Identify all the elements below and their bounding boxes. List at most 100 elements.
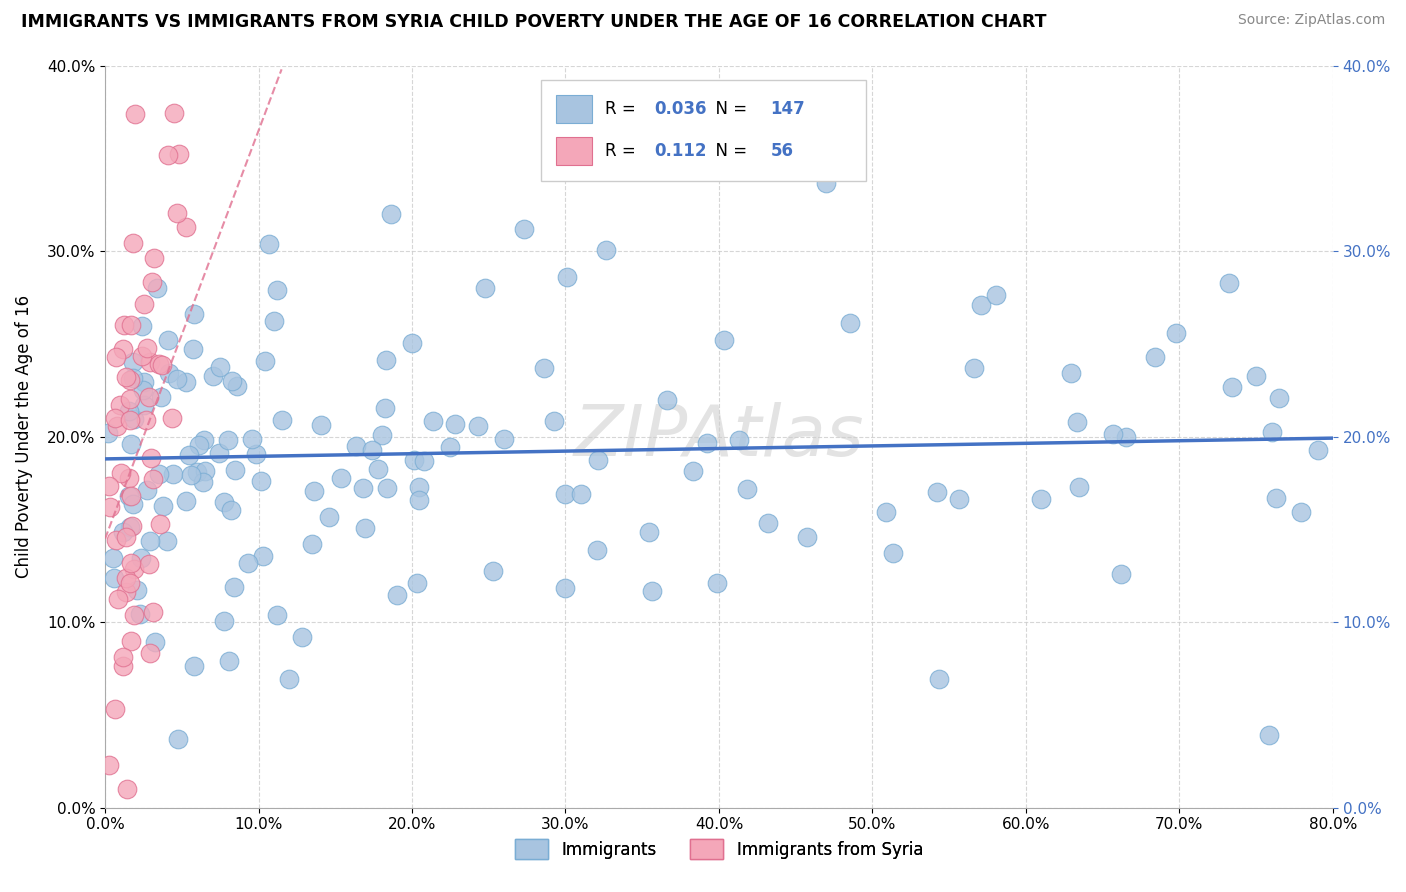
- Point: [145, 281, 167, 295]
- Point: [101, 551, 124, 566]
- Point: [115, 570, 138, 584]
- Point: [218, 654, 240, 668]
- Bar: [555, 95, 592, 123]
- Point: [138, 557, 160, 571]
- Point: [238, 556, 260, 570]
- Point: [142, 605, 165, 619]
- Point: [815, 176, 838, 190]
- Point: [1031, 491, 1053, 506]
- Point: [148, 467, 170, 481]
- Point: [641, 583, 664, 598]
- Point: [330, 471, 353, 485]
- Point: [112, 650, 135, 665]
- Point: [193, 434, 215, 448]
- Point: [278, 672, 301, 686]
- Point: [1218, 276, 1240, 290]
- Text: 0.112: 0.112: [654, 142, 706, 160]
- Point: [250, 475, 273, 489]
- Point: [149, 390, 172, 404]
- Point: [374, 353, 396, 368]
- Point: [132, 297, 155, 311]
- Point: [174, 375, 197, 389]
- Point: [492, 432, 515, 446]
- Point: [207, 446, 229, 460]
- Point: [353, 481, 375, 495]
- Point: [118, 403, 141, 417]
- Point: [110, 466, 132, 480]
- Point: [444, 417, 467, 431]
- Point: [162, 467, 184, 481]
- Point: [735, 482, 758, 496]
- Point: [166, 372, 188, 386]
- Point: [240, 432, 263, 446]
- Point: [1109, 566, 1132, 581]
- Point: [212, 494, 235, 508]
- Point: [1060, 366, 1083, 380]
- Point: [191, 475, 214, 490]
- Point: [117, 782, 139, 797]
- Point: [155, 534, 177, 549]
- Point: [115, 530, 138, 544]
- Point: [131, 349, 153, 363]
- Point: [122, 562, 145, 576]
- Point: [97, 425, 120, 440]
- Point: [360, 442, 382, 457]
- Point: [131, 318, 153, 333]
- Point: [344, 439, 367, 453]
- Text: ZIPAtlas: ZIPAtlas: [574, 402, 865, 471]
- Text: 147: 147: [770, 100, 806, 118]
- Point: [141, 275, 163, 289]
- Point: [1220, 380, 1243, 394]
- Point: [132, 375, 155, 389]
- Point: [302, 484, 325, 499]
- Point: [157, 147, 180, 161]
- Point: [120, 413, 142, 427]
- Point: [875, 504, 897, 518]
- Point: [226, 379, 249, 393]
- Point: [142, 252, 165, 266]
- Point: [1257, 728, 1279, 742]
- Point: [266, 283, 288, 297]
- Point: [263, 314, 285, 328]
- Point: [176, 219, 198, 234]
- Point: [160, 411, 183, 425]
- Point: [219, 503, 242, 517]
- Point: [1066, 415, 1088, 429]
- Point: [533, 361, 555, 376]
- Point: [120, 489, 142, 503]
- Point: [124, 107, 146, 121]
- Point: [103, 570, 125, 584]
- Point: [150, 358, 173, 372]
- Point: [112, 525, 135, 540]
- Point: [180, 467, 202, 482]
- Point: [138, 391, 160, 405]
- Point: [882, 546, 904, 560]
- Point: [682, 464, 704, 478]
- Point: [554, 581, 576, 595]
- Point: [588, 452, 610, 467]
- Point: [402, 453, 425, 467]
- Point: [595, 243, 617, 257]
- Point: [163, 106, 186, 120]
- Point: [245, 447, 267, 461]
- Point: [186, 466, 208, 480]
- Point: [555, 269, 578, 284]
- Point: [136, 341, 159, 355]
- Point: [756, 516, 779, 531]
- Point: [122, 608, 145, 623]
- Point: [224, 463, 246, 477]
- Point: [401, 335, 423, 350]
- Point: [145, 635, 167, 649]
- Point: [118, 520, 141, 534]
- Point: [169, 147, 191, 161]
- Point: [174, 494, 197, 508]
- Point: [112, 318, 135, 333]
- Point: [142, 472, 165, 486]
- Point: [224, 580, 246, 594]
- Point: [467, 419, 489, 434]
- Point: [104, 533, 127, 548]
- Point: [713, 333, 735, 347]
- Point: [118, 575, 141, 590]
- Text: N =: N =: [706, 100, 752, 118]
- Point: [408, 480, 430, 494]
